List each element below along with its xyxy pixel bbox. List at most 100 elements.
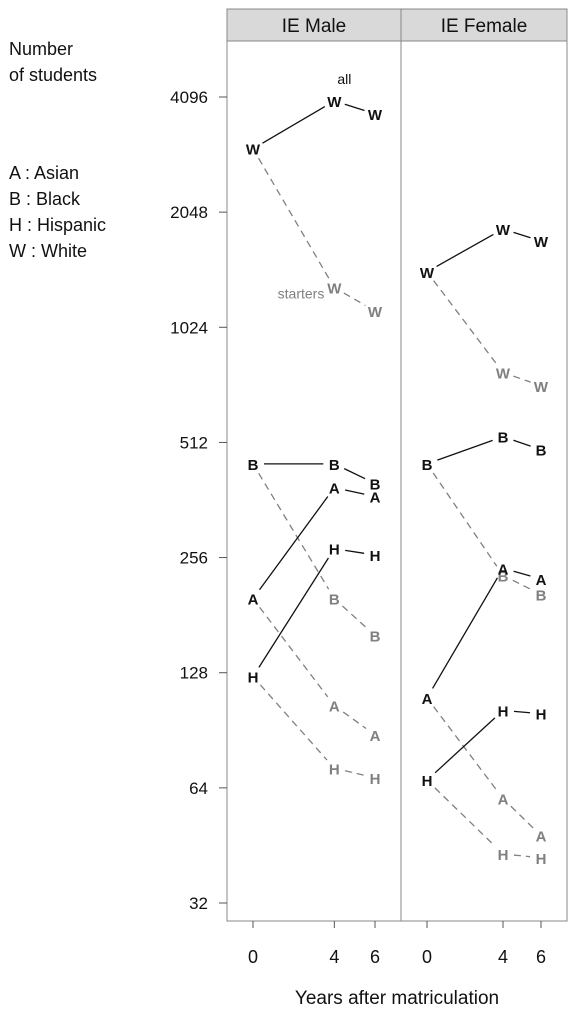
x-tick-label: 4 <box>498 947 508 967</box>
data-point-all-B: B <box>422 457 433 474</box>
data-point-all-A: A <box>498 561 509 578</box>
x-axis-title: Years after matriculation <box>295 988 499 1009</box>
data-point-starters-A: A <box>536 829 547 846</box>
series-segment-all-A <box>432 577 498 689</box>
y-tick-label: 2048 <box>170 203 208 222</box>
data-point-all-W: W <box>534 234 549 251</box>
data-point-starters-W: W <box>327 281 342 298</box>
panel-title: IE Female <box>441 16 528 37</box>
annotation-starters: starters <box>278 286 325 302</box>
series-segment-all-H <box>258 557 329 668</box>
data-point-all-W: W <box>420 265 435 282</box>
x-tick-label: 0 <box>248 947 258 967</box>
legend-item-black: B : Black <box>9 189 81 209</box>
series-segment-starters-B <box>432 472 498 567</box>
series-segment-all-H <box>345 549 365 554</box>
series-segment-all-W <box>513 231 531 239</box>
group-legend: A : Asian B : Black H : Hispanic W : Whi… <box>9 160 106 264</box>
data-point-all-W: W <box>246 142 261 159</box>
data-point-starters-H: H <box>536 851 547 868</box>
series-segment-all-A <box>258 496 329 591</box>
y-tick-label: 1024 <box>170 318 208 337</box>
data-point-starters-W: W <box>368 304 383 321</box>
series-segment-all-B <box>437 439 493 461</box>
x-tick-label: 4 <box>329 947 339 967</box>
y-tick-label: 64 <box>189 779 208 798</box>
series-segment-starters-W <box>257 157 330 279</box>
data-point-starters-B: B <box>370 629 381 646</box>
data-point-starters-W: W <box>496 365 511 382</box>
series-segment-starters-A <box>259 606 329 698</box>
annotation-all: all <box>337 71 351 87</box>
series-segment-starters-H <box>513 854 531 858</box>
data-point-all-W: W <box>327 94 342 111</box>
series-segment-starters-W <box>513 375 531 383</box>
series-segment-starters-B <box>342 605 368 629</box>
data-point-all-H: H <box>422 773 433 790</box>
series-segment-starters-W <box>343 292 366 307</box>
y-tick-label: 512 <box>180 433 208 452</box>
series-segment-starters-A <box>342 711 367 730</box>
data-point-all-A: A <box>248 592 259 609</box>
y-title-line-2: of students <box>9 65 98 85</box>
y-tick-label: 128 <box>180 664 208 683</box>
data-point-starters-A: A <box>329 699 340 716</box>
data-point-all-B: B <box>248 457 259 474</box>
data-point-all-H: H <box>498 703 509 720</box>
series-segment-starters-H <box>344 770 365 776</box>
legend-item-white: W : White <box>9 241 88 261</box>
series-segment-starters-B <box>258 472 330 590</box>
data-point-starters-W: W <box>534 379 549 396</box>
series-segment-starters-H <box>259 684 328 761</box>
panel-header <box>400 8 568 42</box>
series-segment-starters-W <box>433 280 497 365</box>
data-point-all-A: A <box>422 691 433 708</box>
data-point-all-A: A <box>536 572 547 589</box>
data-point-all-B: B <box>498 430 509 447</box>
y-tick-label: 4096 <box>170 88 208 107</box>
data-point-starters-A: A <box>370 728 381 745</box>
data-point-all-A: A <box>329 481 340 498</box>
data-point-starters-B: B <box>498 568 509 585</box>
series-segment-all-A <box>344 489 365 495</box>
data-point-all-H: H <box>248 670 259 687</box>
data-point-starters-A: A <box>498 792 509 809</box>
series-segment-all-W <box>436 233 494 267</box>
series-segment-all-H <box>513 710 531 714</box>
data-point-all-B: B <box>370 476 381 493</box>
series-segment-all-W <box>262 105 326 144</box>
series-segment-starters-A <box>433 706 497 791</box>
x-tick-label: 6 <box>370 947 380 967</box>
y-tick-label: 32 <box>189 894 208 913</box>
panel-frame <box>400 40 568 922</box>
panel-title: IE Male <box>282 16 346 37</box>
y-title: Number of students <box>9 36 97 88</box>
data-point-all-H: H <box>329 542 340 559</box>
data-point-starters-H: H <box>370 771 381 788</box>
series-segment-all-H <box>434 717 496 774</box>
legend-item-asian: A : Asian <box>9 163 80 183</box>
y-tick-label: 256 <box>180 549 208 568</box>
series-segment-all-B <box>513 439 531 447</box>
data-point-all-W: W <box>496 222 511 239</box>
data-point-all-B: B <box>536 443 547 460</box>
data-point-all-B: B <box>329 457 340 474</box>
y-title-line-1: Number <box>9 39 74 59</box>
x-tick-label: 0 <box>422 947 432 967</box>
data-point-starters-B: B <box>536 587 547 604</box>
series-segment-starters-H <box>434 787 496 847</box>
series-segment-all-A <box>513 570 531 577</box>
series-segment-starters-A <box>510 805 534 829</box>
data-point-starters-B: B <box>329 592 340 609</box>
data-point-starters-H: H <box>498 847 509 864</box>
data-point-starters-H: H <box>329 761 340 778</box>
series-segment-all-B <box>343 468 366 480</box>
series-segment-starters-B <box>512 579 532 591</box>
legend-item-hispanic: H : Hispanic <box>9 215 107 235</box>
x-tick-label: 6 <box>536 947 546 967</box>
data-point-all-H: H <box>370 548 381 565</box>
data-point-all-H: H <box>536 707 547 724</box>
data-point-all-A: A <box>370 489 381 506</box>
series-segment-all-W <box>344 103 365 112</box>
